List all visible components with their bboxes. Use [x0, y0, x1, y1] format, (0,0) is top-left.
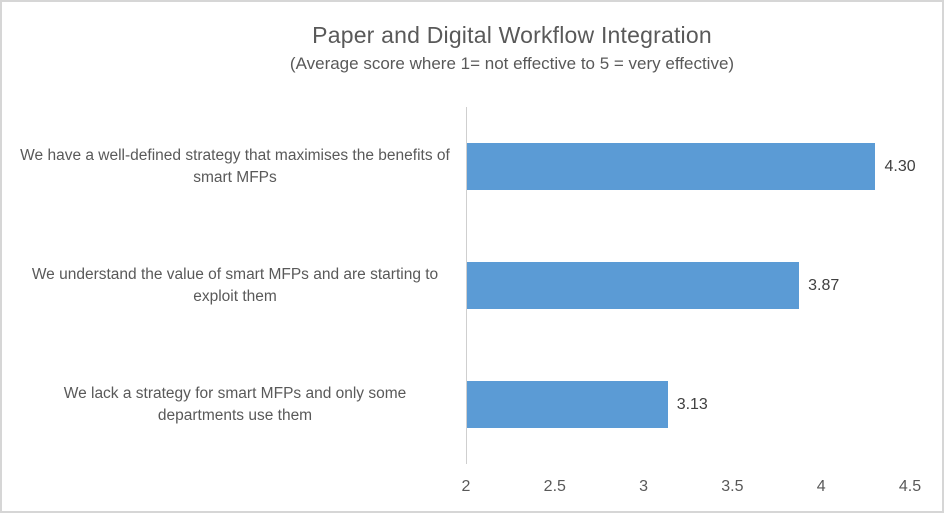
bar: [467, 143, 876, 190]
x-tick-label: 3: [639, 478, 649, 495]
category-label: We understand the value of smart MFPs an…: [31, 265, 439, 305]
value-label: 4.30: [884, 157, 916, 175]
bar: [467, 262, 800, 309]
category-label: We have a well-defined strategy that max…: [20, 146, 450, 186]
bar: [467, 381, 668, 428]
x-tick-label: 3.5: [721, 478, 744, 495]
value-label: 3.13: [676, 395, 708, 413]
chart-subtitle: (Average score where 1= not effective to…: [289, 54, 735, 73]
x-tick-label: 2: [461, 478, 471, 495]
x-tick-label: 4: [816, 478, 826, 495]
chart-title: Paper and Digital Workflow Integration: [312, 22, 712, 48]
x-tick-label: 4.5: [898, 478, 922, 495]
value-label: 3.87: [808, 276, 840, 294]
y-axis-line: [466, 107, 467, 464]
x-tick-label: 2.5: [543, 478, 566, 495]
category-label: We lack a strategy for smart MFPs and on…: [63, 384, 407, 424]
